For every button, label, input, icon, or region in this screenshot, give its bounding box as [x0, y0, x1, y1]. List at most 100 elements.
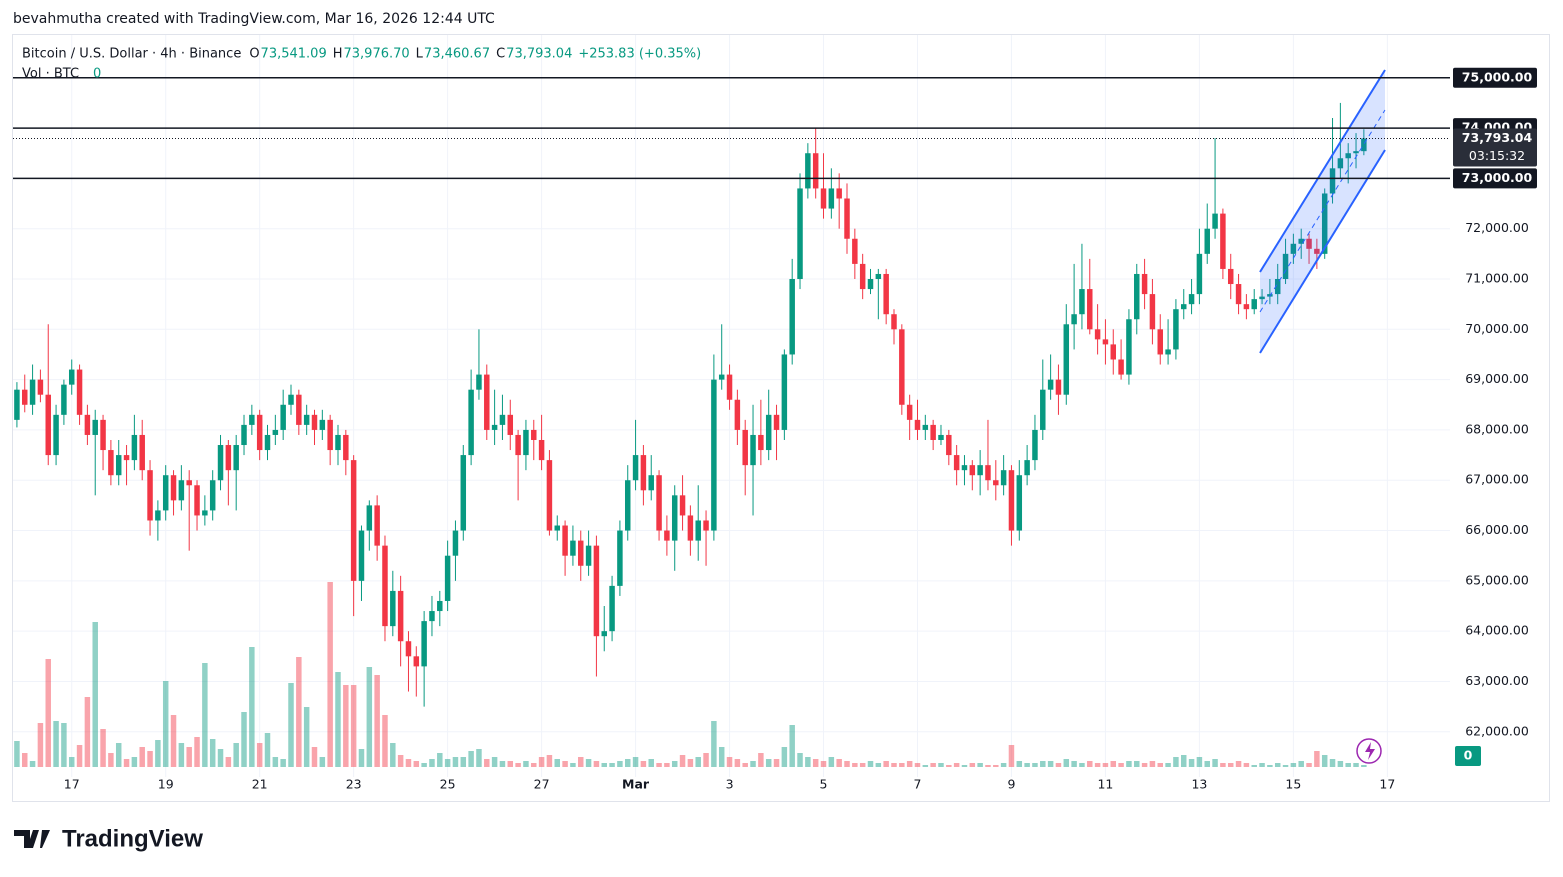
volume-bar	[29, 761, 36, 767]
candle-body	[1251, 299, 1257, 310]
candle-body	[554, 525, 560, 531]
x-tick-label: 17	[1379, 777, 1395, 792]
candle-body	[1259, 296, 1265, 300]
volume-bar	[1298, 761, 1304, 767]
candle-body	[1329, 168, 1336, 194]
candle-body	[765, 414, 772, 451]
volume-bar	[484, 759, 490, 767]
volume-bar	[1306, 763, 1312, 767]
volume-bar	[460, 757, 467, 767]
volume-bar	[123, 759, 130, 767]
candle-body	[624, 480, 631, 531]
volume-axis-box	[1455, 746, 1481, 766]
candle-body	[844, 198, 850, 239]
candle-body	[264, 434, 271, 451]
candle-body	[679, 495, 686, 516]
candle-body	[1063, 324, 1070, 395]
logo-mark	[14, 830, 50, 848]
volume-bar	[264, 733, 271, 767]
volume-bar	[178, 743, 185, 767]
volume-bar	[969, 763, 976, 767]
volume-bar	[1000, 763, 1007, 767]
candle-body	[531, 429, 537, 440]
volume-bar	[1165, 763, 1171, 767]
candle-body	[1149, 294, 1156, 330]
legend-key: H	[333, 47, 343, 62]
candle-body	[1055, 379, 1062, 395]
candle-body	[53, 414, 59, 456]
channel-middle	[1259, 109, 1386, 313]
candle-body	[358, 530, 365, 581]
volume-bar	[225, 757, 232, 767]
candle-body	[460, 455, 467, 531]
x-tick-label: 7	[914, 777, 922, 792]
volume-bar	[397, 755, 404, 767]
volume-bar	[617, 761, 623, 767]
candle-body	[335, 434, 341, 451]
y-tick-label: 65,000.00	[1465, 572, 1529, 587]
volume-bar	[1110, 761, 1117, 767]
volume-bar	[773, 759, 780, 767]
candle-body	[1016, 475, 1023, 531]
candle-body	[852, 238, 858, 264]
candle-body	[1243, 304, 1250, 310]
candle-body	[859, 263, 866, 290]
candle-body	[296, 394, 302, 425]
volume-bar	[922, 765, 929, 767]
volume-bar	[108, 753, 114, 767]
volume-bar	[1314, 751, 1320, 767]
candle-body	[499, 414, 506, 425]
candle-body	[1157, 329, 1163, 355]
volume-bar	[1055, 763, 1062, 767]
candle-body	[985, 465, 991, 481]
volume-bar	[272, 757, 279, 767]
volume-bar	[1353, 763, 1359, 767]
volume-bar	[1267, 765, 1273, 767]
volume-bar	[554, 759, 560, 767]
volume-bar	[805, 757, 811, 767]
volume-bar	[14, 741, 20, 767]
candle-body	[374, 505, 380, 546]
volume-bar	[92, 622, 98, 767]
candle-body	[476, 374, 482, 390]
candle-body	[969, 465, 976, 476]
volume-bar	[327, 582, 333, 767]
volume-bar	[632, 757, 639, 767]
candle-body	[1032, 429, 1038, 461]
candle-body	[256, 414, 263, 451]
x-tick-label: 25	[440, 777, 456, 792]
volume-bar	[703, 753, 709, 767]
candle-body	[1321, 193, 1328, 254]
y-tick-label: 69,000.00	[1465, 371, 1529, 386]
volume-bar	[217, 749, 224, 767]
legend-value: 73,793.04	[506, 47, 572, 62]
candle-body	[1134, 273, 1140, 320]
candle-body	[1196, 253, 1203, 295]
volume-bar	[750, 761, 756, 767]
volume-bar	[1047, 761, 1054, 767]
candle-body	[437, 600, 443, 612]
volume-bar	[1251, 765, 1257, 767]
legend-title: Bitcoin / U.S. Dollar · 4h · Binance	[22, 47, 241, 62]
volume-bar	[718, 747, 725, 767]
volume-bar	[429, 759, 435, 767]
candle-body	[303, 414, 310, 425]
volume-bar	[867, 761, 874, 767]
channel-lower	[1259, 149, 1386, 354]
volume-bar	[491, 757, 498, 767]
candle-body	[61, 384, 67, 415]
candle-body	[155, 510, 161, 521]
volume-bar	[358, 749, 365, 767]
y-tick-label: 72,000.00	[1465, 220, 1529, 235]
volume-bar	[852, 763, 858, 767]
candle-body	[593, 545, 600, 637]
candle-body	[805, 153, 811, 189]
volume-bar	[993, 765, 999, 767]
candle-body	[1181, 304, 1187, 310]
candle-body	[570, 540, 576, 556]
candle-body	[891, 314, 897, 330]
volume-bar	[155, 740, 161, 767]
candle-body	[1165, 349, 1171, 355]
candle-body	[14, 389, 20, 420]
candle-body	[515, 434, 521, 456]
